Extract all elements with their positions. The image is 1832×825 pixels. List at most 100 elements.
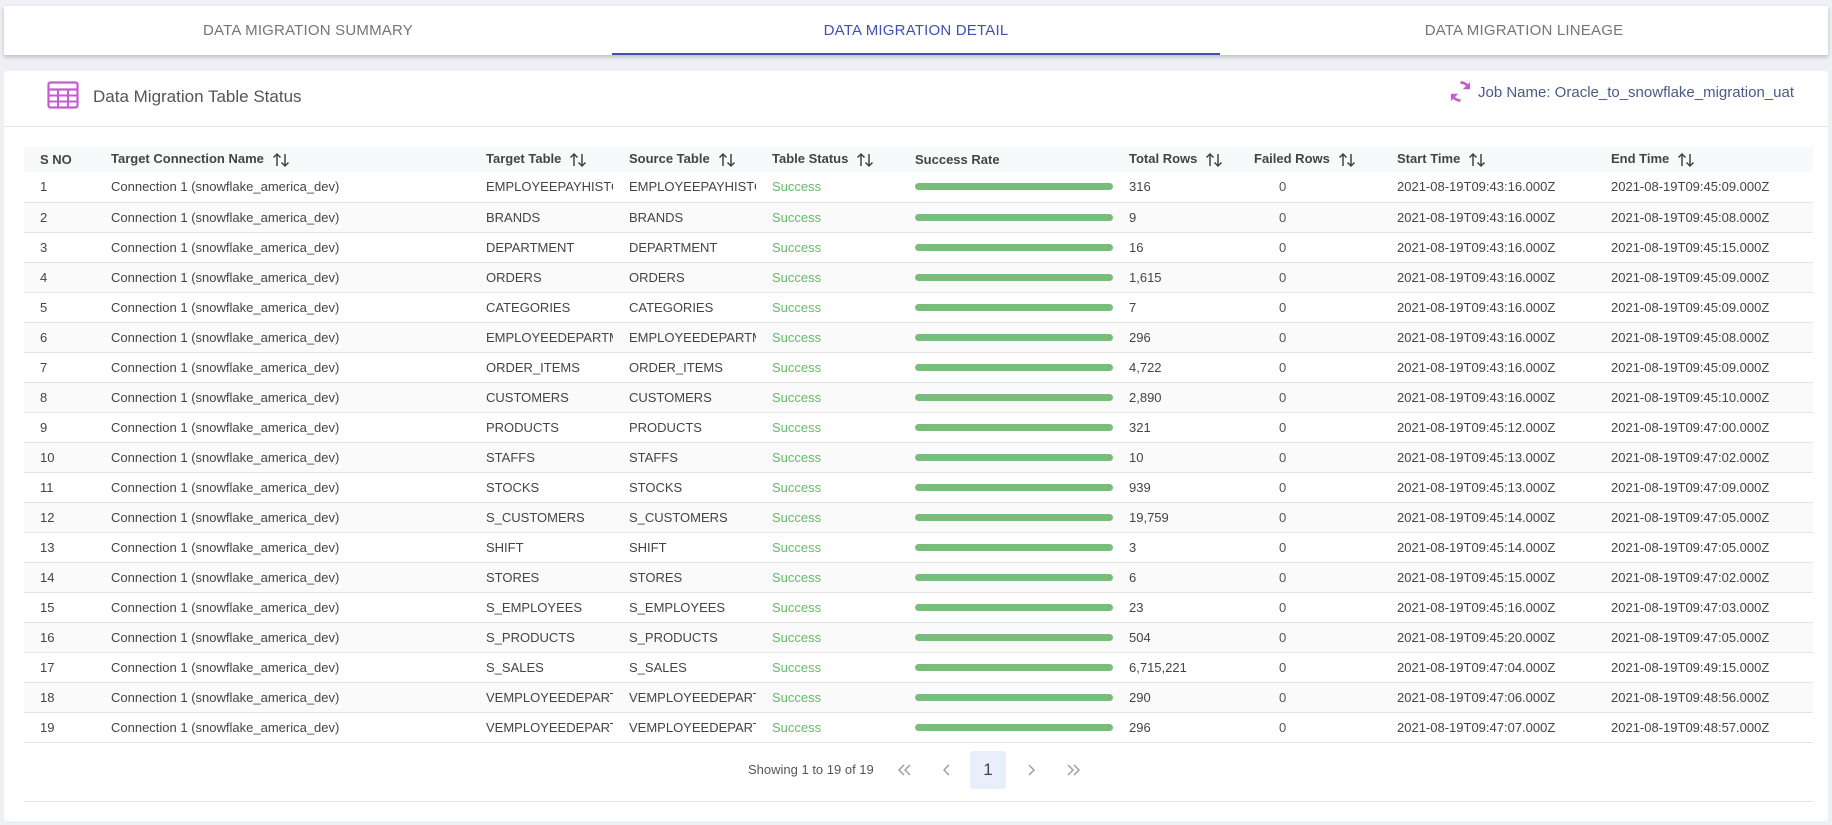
chevron-left-icon[interactable] (929, 751, 965, 789)
column-header-table-status[interactable]: Table Status (756, 147, 899, 172)
target-connection-cell: Connection 1 (snowflake_america_dev) (111, 449, 340, 465)
failed-rows-cell: 0 (1279, 599, 1287, 615)
target-connection-cell: Connection 1 (snowflake_america_dev) (111, 659, 340, 675)
target-connection-cell: Connection 1 (snowflake_america_dev) (111, 269, 340, 285)
target-table-cell: SHIFT (486, 539, 524, 555)
table-status-cell: Success (772, 329, 822, 345)
start-time-cell: 2021-08-19T09:43:16.000Z (1397, 299, 1556, 315)
failed-rows-cell: 0 (1279, 329, 1287, 345)
sno-cell: 7 (40, 359, 48, 375)
total-rows-cell: 504 (1129, 629, 1151, 645)
column-header-start-time[interactable]: Start Time (1381, 147, 1595, 172)
success-rate-bar (915, 183, 1113, 191)
sort-icon[interactable] (1330, 151, 1356, 167)
success-rate-cell (899, 232, 1113, 262)
table-status-cell: Success (772, 689, 822, 705)
tab-data-migration-summary[interactable]: DATA MIGRATION SUMMARY (203, 22, 413, 39)
job-name: Job Name: Oracle_to_snowflake_migration_… (1477, 84, 1794, 101)
source-table-cell: S_PRODUCTS (629, 629, 718, 645)
table-status-cell: Success (772, 479, 822, 495)
column-header-label: Start Time (1397, 151, 1461, 167)
target-table-cell: STORES (486, 569, 540, 585)
double-chevron-left-icon[interactable] (886, 751, 922, 789)
column-header-label: Table Status (772, 151, 849, 167)
column-header-label: Source Table (629, 151, 710, 167)
double-chevron-right-icon[interactable] (1056, 751, 1092, 789)
failed-rows-cell: 0 (1279, 539, 1287, 555)
total-rows-cell: 296 (1129, 329, 1151, 345)
sno-cell: 6 (40, 329, 48, 345)
column-header-label: End Time (1611, 151, 1670, 167)
success-rate-cell (899, 412, 1113, 442)
table-status-cell: Success (772, 449, 822, 465)
total-rows-cell: 6,715,221 (1129, 659, 1187, 675)
total-rows-cell: 296 (1129, 719, 1151, 735)
target-connection-cell: Connection 1 (snowflake_america_dev) (111, 359, 340, 375)
end-time-cell: 2021-08-19T09:47:05.000Z (1611, 509, 1770, 525)
total-rows-cell: 10 (1129, 449, 1144, 465)
sno-cell: 12 (40, 509, 55, 525)
target-connection-cell: Connection 1 (snowflake_america_dev) (111, 539, 340, 555)
target-table-cell: S_EMPLOYEES (486, 599, 583, 615)
sort-icon[interactable] (561, 151, 587, 167)
target-connection-cell: Connection 1 (snowflake_america_dev) (111, 479, 340, 495)
end-time-cell: 2021-08-19T09:47:05.000Z (1611, 629, 1770, 645)
success-rate-cell (899, 502, 1113, 532)
failed-rows-cell: 0 (1279, 209, 1287, 225)
success-rate-bar (915, 513, 1113, 521)
sort-icon[interactable] (710, 151, 736, 167)
success-rate-cell (899, 202, 1113, 232)
start-time-cell: 2021-08-19T09:47:07.000Z (1397, 719, 1556, 735)
column-header-target-connection-name[interactable]: Target Connection Name (95, 147, 470, 172)
sno-cell: 5 (40, 299, 48, 315)
source-table-cell: STORES (629, 569, 683, 585)
sort-icon[interactable] (848, 151, 874, 167)
target-connection-cell: Connection 1 (snowflake_america_dev) (111, 209, 340, 225)
refresh-icon[interactable] (1447, 78, 1474, 105)
table-row: 10 Connection 1 (snowflake_america_dev) ST… (24, 442, 1813, 472)
column-header-source-table[interactable]: Source Table (613, 147, 756, 172)
panel-header: Data Migration Table Status Job Name: Or… (4, 71, 1828, 127)
table-body: 1 Connection 1 (snowflake_america_dev) EMP… (24, 172, 1813, 742)
sno-cell: 11 (40, 479, 54, 495)
column-header-total-rows[interactable]: Total Rows (1113, 147, 1238, 172)
sno-cell: 8 (40, 389, 48, 405)
column-header-s-no: S NO (24, 147, 95, 172)
sno-cell: 9 (40, 419, 48, 435)
column-header-target-table[interactable]: Target Table (470, 147, 613, 172)
end-time-cell: 2021-08-19T09:45:10.000Z (1611, 389, 1770, 405)
sort-icon[interactable] (1460, 151, 1486, 167)
end-time-cell: 2021-08-19T09:49:15.000Z (1611, 659, 1770, 675)
tab-data-migration-lineage[interactable]: DATA MIGRATION LINEAGE (1424, 22, 1624, 39)
success-rate-cell (899, 262, 1113, 292)
sno-cell: 13 (40, 539, 55, 555)
table-row: 8 Connection 1 (snowflake_america_dev) CUS… (24, 382, 1813, 412)
failed-rows-cell: 0 (1279, 389, 1287, 405)
page-1-button[interactable]: 1 (970, 751, 1006, 789)
sort-icon[interactable] (264, 151, 290, 167)
target-table-cell: EMPLOYEEDEPARTMENT (486, 329, 613, 345)
column-header-end-time[interactable]: End Time (1595, 147, 1813, 172)
target-table-cell: ORDER_ITEMS (486, 359, 580, 375)
success-rate-cell (899, 172, 1113, 202)
end-time-cell: 2021-08-19T09:45:08.000Z (1611, 209, 1770, 225)
success-rate-bar (915, 273, 1113, 281)
end-time-cell: 2021-08-19T09:48:57.000Z (1611, 719, 1770, 735)
sort-icon[interactable] (1669, 151, 1695, 167)
source-table-cell: DEPARTMENT (629, 239, 718, 255)
table-row: 12 Connection 1 (snowflake_america_dev) S_… (24, 502, 1813, 532)
end-time-cell: 2021-08-19T09:47:02.000Z (1611, 569, 1770, 585)
total-rows-cell: 4,722 (1129, 359, 1162, 375)
failed-rows-cell: 0 (1279, 569, 1287, 585)
table-status-cell: Success (772, 269, 822, 285)
end-time-cell: 2021-08-19T09:45:15.000Z (1611, 239, 1770, 255)
tab-data-migration-detail[interactable]: DATA MIGRATION DETAIL (612, 6, 1220, 55)
success-rate-cell (899, 292, 1113, 322)
column-header-label: Failed Rows (1254, 151, 1330, 167)
sort-icon[interactable] (1197, 151, 1223, 167)
success-rate-bar (915, 573, 1113, 581)
chevron-right-icon[interactable] (1013, 751, 1049, 789)
column-header-failed-rows[interactable]: Failed Rows (1238, 147, 1381, 172)
table-icon (47, 81, 79, 109)
total-rows-cell: 1,615 (1129, 269, 1162, 285)
